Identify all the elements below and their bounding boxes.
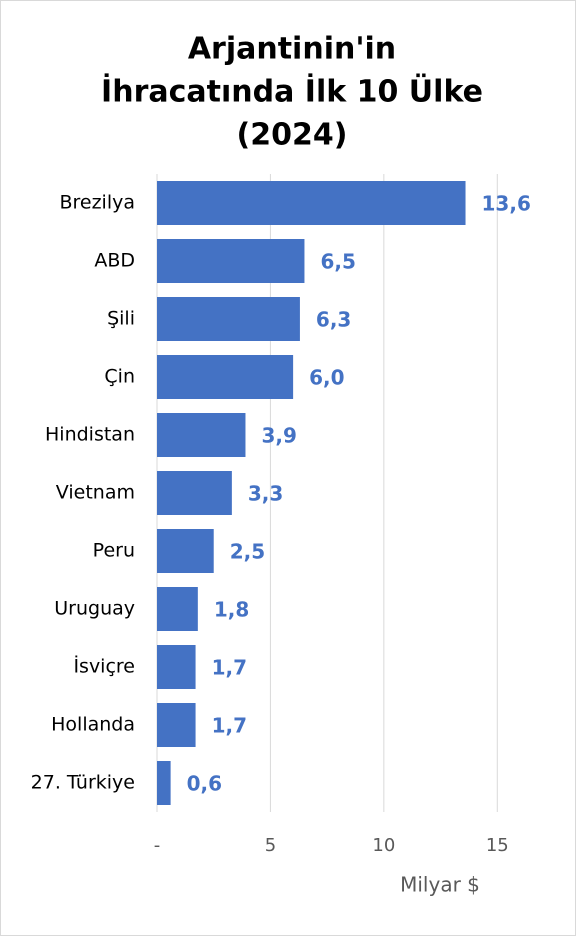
bar <box>157 587 198 631</box>
bar <box>157 355 294 399</box>
x-tick-label: 15 <box>486 835 509 856</box>
y-tick-label: Peru <box>93 540 135 562</box>
y-tick-label: Çin <box>104 366 135 388</box>
chart-title-line: İhracatında İlk 10 Ülke <box>101 73 483 110</box>
x-tick-label: 5 <box>265 835 276 856</box>
chart-title: Arjantinin'in İhracatında İlk 10 Ülke (202… <box>101 32 483 153</box>
y-tick-label: Vietnam <box>56 482 135 504</box>
data-label: 3,3 <box>248 482 283 506</box>
y-tick-label: Hollanda <box>51 714 135 736</box>
x-tick-label: - <box>154 835 161 856</box>
y-tick-label: Uruguay <box>54 598 135 620</box>
y-tick-label: ABD <box>94 250 135 272</box>
chart-title-line: Arjantinin'in <box>188 32 396 67</box>
bar <box>157 297 300 341</box>
y-tick-label: İsviçre <box>73 655 135 678</box>
data-label: 13,6 <box>482 192 531 216</box>
bar <box>157 471 232 515</box>
bar <box>157 703 196 747</box>
data-label: 0,6 <box>187 772 222 796</box>
x-tick-label: 10 <box>372 835 395 856</box>
bar <box>157 413 246 457</box>
data-label: 1,7 <box>212 656 247 680</box>
data-label: 1,7 <box>212 714 247 738</box>
y-tick-label: Şili <box>107 308 135 330</box>
y-tick-label: 27. Türkiye <box>31 772 135 794</box>
bar <box>157 181 466 225</box>
chart-title-line: (2024) <box>237 118 348 153</box>
bar <box>157 645 196 689</box>
data-label: 6,5 <box>320 250 355 274</box>
y-tick-label: Brezilya <box>59 192 135 214</box>
data-label: 3,9 <box>261 424 296 448</box>
bar <box>157 529 214 573</box>
x-axis-label: Milyar $ <box>400 873 480 897</box>
bar <box>157 239 305 283</box>
data-label: 1,8 <box>214 598 249 622</box>
data-label: 2,5 <box>230 540 265 564</box>
y-tick-label: Hindistan <box>45 424 135 446</box>
data-label: 6,3 <box>316 308 351 332</box>
data-label: 6,0 <box>309 366 344 390</box>
bar <box>157 761 171 805</box>
